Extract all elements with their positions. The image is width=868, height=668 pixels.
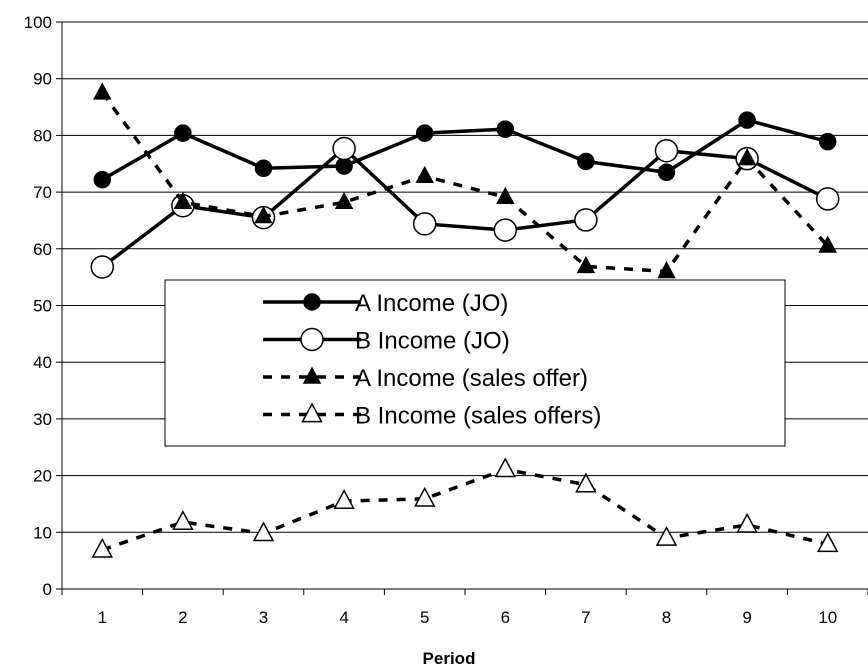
series-line [101,118,829,182]
filled-circle-marker [818,132,837,151]
open-circle-marker [412,212,437,236]
filled-circle-marker [496,120,515,138]
open-circle-marker [332,136,356,161]
filled-circle-marker [335,157,353,175]
filled-triangle-marker [737,148,757,166]
open-triangle-marker [655,525,678,546]
y-tick-label: 0 [43,580,52,599]
x-tick-label: 2 [178,608,187,627]
open-triangle-marker [736,512,758,533]
series-line [101,146,829,269]
legend: A Income (JO) B Income (JO) A Income (sale… [164,279,786,447]
filled-triangle-marker [415,165,434,183]
filled-circle-marker [93,170,112,189]
series-line [100,91,829,274]
filled-triangle-marker [334,191,354,210]
y-tick-label: 80 [33,126,52,145]
legend-label: B Income (JO) [355,328,510,355]
x-tick-label: 8 [662,608,671,627]
y-tick-label: 60 [33,240,52,259]
x-tick-label: 4 [339,608,348,627]
open-circle-marker [815,187,840,211]
legend-box [164,279,786,447]
y-tick-label: 50 [33,297,52,316]
open-triangle-marker [301,402,323,423]
filled-triangle-marker [173,191,193,210]
series-1 [93,111,837,189]
x-tick-label: 3 [259,608,268,627]
filled-triangle-marker [254,206,273,224]
legend-entry: B Income (sales offers) [263,402,601,430]
filled-triangle-marker [576,255,596,274]
open-triangle-marker [413,486,436,507]
filled-circle-marker [657,163,676,182]
legend-label: A Income (sales offer) [355,365,588,392]
legend-entry: B Income (JO) [263,328,510,355]
series-4 [91,457,839,558]
filled-circle-marker [415,124,434,142]
x-tick-label: 1 [98,608,107,627]
y-tick-label: 70 [33,183,52,202]
y-tick-label: 40 [33,353,52,372]
series-3 [93,82,837,279]
open-circle-marker [300,327,324,352]
legend-entry: A Income (sales offer) [263,365,588,392]
filled-triangle-marker [93,82,112,100]
series-line [101,467,829,552]
open-circle-marker [90,255,115,279]
filled-triangle-marker [818,235,837,253]
y-tick-label: 90 [33,70,52,89]
filled-circle-marker [254,159,273,178]
open-triangle-marker [816,532,839,553]
gridlines [62,21,868,533]
y-tick-label: 20 [33,467,52,486]
open-circle-marker [493,218,518,242]
filled-circle-marker [577,152,595,171]
open-circle-marker [654,138,679,163]
open-triangle-marker [333,489,355,509]
open-triangle-marker [575,472,597,493]
x-axis-title: Period [423,649,476,668]
open-triangle-marker [172,510,194,530]
filled-triangle-marker [657,261,676,279]
open-triangle-marker [252,521,275,542]
x-tick-label: 6 [501,608,510,627]
series-2 [90,136,840,279]
open-triangle-marker [91,537,114,558]
y-tick-label: 30 [33,410,52,429]
y-tick-label: 10 [33,523,52,542]
x-tick-label: 10 [818,608,837,627]
x-tick-label: 7 [581,608,590,627]
y-tick-label: 100 [24,13,52,32]
legend-label: B Income (sales offers) [355,403,601,430]
filled-triangle-marker [302,366,322,384]
x-tick-label: 9 [742,608,751,627]
open-circle-marker [574,208,598,232]
axes: 0 10 20 30 40 50 60 70 80 90 100 1 2 3 4 5 6 7 8 9 10 [24,13,868,627]
filled-triangle-marker [496,186,515,204]
open-triangle-marker [494,457,517,478]
legend-label: A Income (JO) [355,290,508,317]
series-lines [90,82,840,558]
filled-circle-marker [303,293,321,311]
filled-circle-marker [174,124,192,142]
filled-circle-marker [738,111,756,129]
x-tick-label: 5 [420,608,429,627]
legend-entry: A Income (JO) [263,290,508,317]
